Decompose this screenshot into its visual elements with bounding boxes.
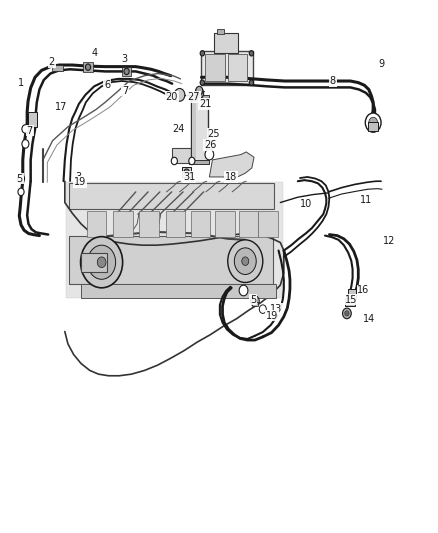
Bar	[252, 302, 258, 306]
Text: 9: 9	[379, 59, 385, 69]
Circle shape	[97, 257, 106, 268]
Bar	[189, 95, 209, 100]
Text: 13: 13	[270, 304, 282, 314]
Bar	[172, 148, 193, 163]
Bar	[28, 112, 37, 127]
Text: 24: 24	[173, 124, 185, 134]
Bar	[191, 211, 210, 237]
Bar	[217, 29, 224, 34]
Circle shape	[196, 86, 203, 95]
Text: 7: 7	[122, 86, 128, 95]
Circle shape	[345, 311, 349, 316]
Text: 31: 31	[183, 172, 195, 182]
Circle shape	[195, 88, 204, 99]
Circle shape	[205, 140, 214, 150]
Text: 5: 5	[250, 295, 256, 304]
Bar	[52, 65, 63, 71]
Circle shape	[249, 80, 254, 85]
Text: 18: 18	[225, 172, 237, 182]
Bar	[258, 211, 278, 237]
Bar	[189, 160, 209, 164]
Circle shape	[249, 51, 254, 56]
Text: 17: 17	[55, 102, 67, 111]
Bar	[69, 183, 274, 209]
Text: 27: 27	[187, 92, 200, 102]
Circle shape	[22, 140, 29, 148]
Text: 3: 3	[122, 54, 128, 63]
Bar	[166, 211, 185, 237]
Circle shape	[234, 248, 256, 274]
Bar	[87, 211, 106, 237]
Text: 20: 20	[166, 92, 178, 102]
Text: 6: 6	[104, 80, 110, 90]
Circle shape	[228, 240, 263, 282]
Text: 16: 16	[357, 286, 370, 295]
Text: 21: 21	[199, 99, 211, 109]
Bar	[205, 54, 225, 81]
Bar	[113, 211, 133, 237]
Circle shape	[343, 308, 351, 319]
Circle shape	[189, 157, 195, 165]
Text: 26: 26	[204, 140, 216, 150]
Circle shape	[22, 125, 29, 133]
Text: 14: 14	[363, 314, 375, 324]
Bar	[81, 284, 276, 298]
Bar	[201, 51, 253, 85]
Bar	[368, 122, 378, 131]
Circle shape	[81, 237, 123, 288]
Circle shape	[88, 245, 116, 279]
Bar	[66, 182, 283, 298]
Text: 25: 25	[208, 130, 220, 139]
Bar	[192, 101, 196, 161]
Text: 19: 19	[74, 177, 86, 187]
Circle shape	[18, 174, 25, 183]
Circle shape	[124, 68, 129, 75]
Bar	[122, 67, 131, 76]
Bar	[139, 211, 159, 237]
Circle shape	[242, 257, 249, 265]
Circle shape	[251, 296, 259, 306]
Circle shape	[171, 157, 177, 165]
Text: 19: 19	[266, 311, 279, 320]
Bar	[345, 298, 355, 306]
Circle shape	[174, 88, 185, 101]
Bar	[214, 33, 238, 53]
Circle shape	[259, 305, 266, 313]
Text: 15: 15	[345, 295, 357, 304]
Text: 11: 11	[360, 195, 372, 205]
Bar	[182, 167, 191, 177]
Circle shape	[184, 169, 189, 175]
Text: 4: 4	[91, 49, 97, 58]
Text: 8: 8	[330, 76, 336, 86]
Text: 5: 5	[17, 174, 23, 183]
Circle shape	[205, 149, 214, 160]
Bar	[81, 253, 107, 272]
Circle shape	[369, 117, 378, 128]
Circle shape	[85, 64, 91, 70]
Text: 7: 7	[27, 126, 33, 135]
Circle shape	[239, 285, 248, 296]
Bar	[228, 54, 247, 81]
Text: 10: 10	[300, 199, 312, 208]
Bar	[348, 289, 356, 298]
Bar	[69, 236, 273, 284]
Circle shape	[18, 188, 24, 196]
Text: 12: 12	[383, 236, 395, 246]
Bar	[239, 211, 258, 237]
Bar	[191, 100, 208, 163]
Text: 1: 1	[18, 78, 24, 87]
Bar	[83, 62, 93, 72]
Text: 3: 3	[76, 172, 82, 182]
Circle shape	[365, 113, 381, 132]
Circle shape	[200, 80, 205, 85]
Polygon shape	[209, 152, 254, 177]
Circle shape	[200, 51, 205, 56]
Bar	[215, 211, 235, 237]
Text: 2: 2	[49, 58, 55, 67]
